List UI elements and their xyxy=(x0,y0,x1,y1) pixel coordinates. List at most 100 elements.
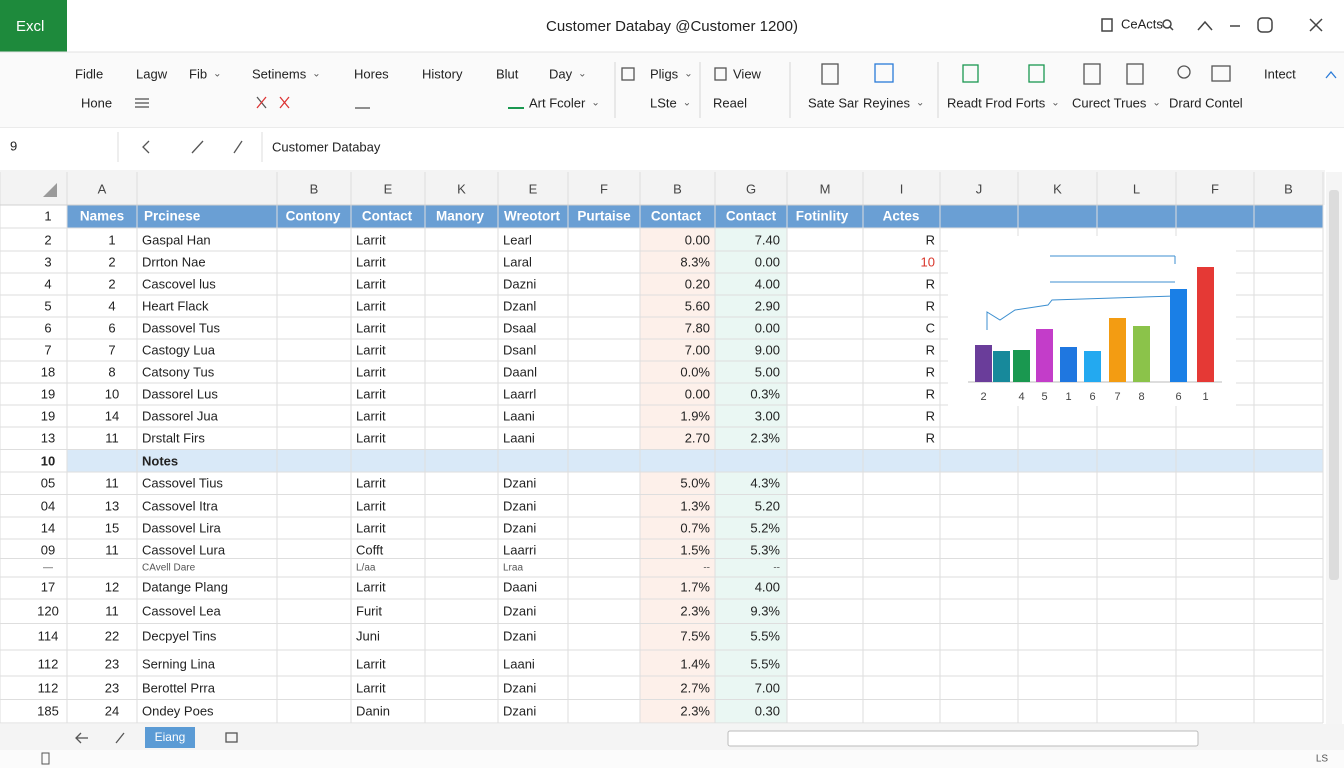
ribbon-command[interactable]: Art Fcoler xyxy=(529,95,586,110)
cell-contact: Larrit xyxy=(356,408,386,423)
row-number: 1 xyxy=(44,208,51,223)
cell-value: 4.00 xyxy=(755,276,780,291)
cell-name: Serning Lina xyxy=(142,656,216,671)
cell-contact: Furit xyxy=(356,603,382,618)
ribbon-tab[interactable]: View xyxy=(733,66,762,81)
ribbon-tab[interactable]: History xyxy=(422,66,463,81)
cell-text: Dzani xyxy=(503,520,536,535)
cell-number: 10 xyxy=(105,386,119,401)
cell-number: 23 xyxy=(105,680,119,695)
cell-flag: R xyxy=(926,364,935,379)
row-number: 14 xyxy=(41,520,55,535)
ribbon-command[interactable]: Reyines xyxy=(863,95,910,110)
status-icon xyxy=(41,752,50,765)
app-name: Excl xyxy=(16,18,44,35)
account: CeActs xyxy=(1121,16,1163,31)
status-bar xyxy=(0,750,1344,768)
cell-contact: Danin xyxy=(356,703,390,718)
horizontal-scrollbar[interactable] xyxy=(727,730,1199,747)
cell-text: Dsanl xyxy=(503,342,536,357)
column-letter: E xyxy=(529,181,538,196)
cell-text: Dzani xyxy=(503,498,536,513)
cell-name: Cassovel Lura xyxy=(142,542,226,557)
cell-name: Cassovel Tius xyxy=(142,475,223,490)
cell-value: 0.20 xyxy=(685,276,710,291)
ribbon-separators xyxy=(614,62,939,118)
cell-name: Dassovel Lira xyxy=(142,520,222,535)
cell-name: Decpyel Tins xyxy=(142,628,217,643)
chevron: ⌄ xyxy=(591,98,599,109)
chart-bar xyxy=(1109,318,1126,382)
row-number: 114 xyxy=(38,628,59,643)
cell-flag: R xyxy=(926,232,935,247)
cell-number: 7 xyxy=(108,342,115,357)
ribbon-command[interactable]: Readt Frod Forts xyxy=(947,95,1046,110)
column-header: Wreotort xyxy=(504,209,561,224)
ribbon-tab[interactable]: Setinems xyxy=(252,66,307,81)
chevron: ⌄ xyxy=(1152,98,1160,109)
cell-name: Drstalt Firs xyxy=(142,430,205,445)
cell-value: 7.00 xyxy=(685,342,710,357)
column-letter: B xyxy=(1284,181,1293,196)
chevron: ⌄ xyxy=(213,69,221,80)
ribbon-tab[interactable]: Lagw xyxy=(136,66,168,81)
scroll-thumb[interactable] xyxy=(1329,190,1339,580)
chart-bar xyxy=(975,345,992,382)
column-letter: G xyxy=(746,181,756,196)
cell-text: Laarrl xyxy=(503,386,536,401)
ribbon-tab[interactable]: Intect xyxy=(1264,66,1296,81)
chart-x-label: 6 xyxy=(1175,391,1181,403)
chevron: ⌄ xyxy=(312,69,320,80)
cell-name: CAvell Dare xyxy=(142,563,196,574)
ribbon-tab[interactable]: Day xyxy=(549,66,573,81)
ribbon-tab[interactable]: Hores xyxy=(354,66,389,81)
cell-value: 7.40 xyxy=(755,232,780,247)
cell-value: 2.3% xyxy=(680,703,710,718)
cell-value: 1.3% xyxy=(680,498,710,513)
chart-bar xyxy=(1170,289,1187,382)
cell-name: Dassorel Jua xyxy=(142,408,219,423)
chevron: ⌄ xyxy=(578,69,586,80)
column-header: Contact xyxy=(651,209,702,224)
column-letter: B xyxy=(673,181,682,196)
ribbon-tab[interactable]: Pligs xyxy=(650,66,679,81)
cell-name: Heart Flack xyxy=(142,298,209,313)
title-bar xyxy=(0,0,1344,52)
column-letter: I xyxy=(900,181,904,196)
cell-value: 5.3% xyxy=(750,542,780,557)
cell-value: 1.9% xyxy=(680,408,710,423)
cell-number: 6 xyxy=(108,320,115,335)
notes-band xyxy=(67,450,1323,472)
ribbon-command[interactable]: Reael xyxy=(713,95,747,110)
select-all[interactable] xyxy=(43,183,57,197)
cell-contact: Cofft xyxy=(356,542,384,557)
ribbon-command[interactable]: Hone xyxy=(81,95,112,110)
ribbon-command[interactable]: LSte xyxy=(650,95,677,110)
formula-icons[interactable] xyxy=(142,140,243,154)
sheet-tab[interactable] xyxy=(145,727,195,748)
cell-name: Notes xyxy=(142,453,178,468)
cell-number: 23 xyxy=(105,656,119,671)
ribbon-command[interactable]: Drard Contel xyxy=(1169,95,1243,110)
cell-contact: Larrit xyxy=(356,680,386,695)
cell-contact: Larrit xyxy=(356,386,386,401)
ribbon-tab[interactable]: Fidle xyxy=(75,66,103,81)
ribbon-command[interactable]: Curect Trues xyxy=(1072,95,1147,110)
row-number: 19 xyxy=(41,386,55,401)
cell-flag: R xyxy=(926,276,935,291)
cell-value: 0.0% xyxy=(680,364,710,379)
row-number: 112 xyxy=(38,656,59,671)
column-header: Purtaise xyxy=(577,209,631,224)
cell-number: 13 xyxy=(105,498,119,513)
chart-bar xyxy=(1084,351,1101,382)
chart-x-label: 5 xyxy=(1041,391,1047,403)
cell-text: Laral xyxy=(503,254,532,269)
tab-icons[interactable] xyxy=(75,732,238,744)
ribbon-tab[interactable]: Blut xyxy=(496,66,519,81)
ribbon-command[interactable]: Sate Sar xyxy=(808,95,859,110)
cell-flag: R xyxy=(926,430,935,445)
ribbon-icons[interactable] xyxy=(135,63,1337,109)
window-controls[interactable] xyxy=(1101,17,1323,33)
ribbon-tab[interactable]: Fib xyxy=(189,66,207,81)
